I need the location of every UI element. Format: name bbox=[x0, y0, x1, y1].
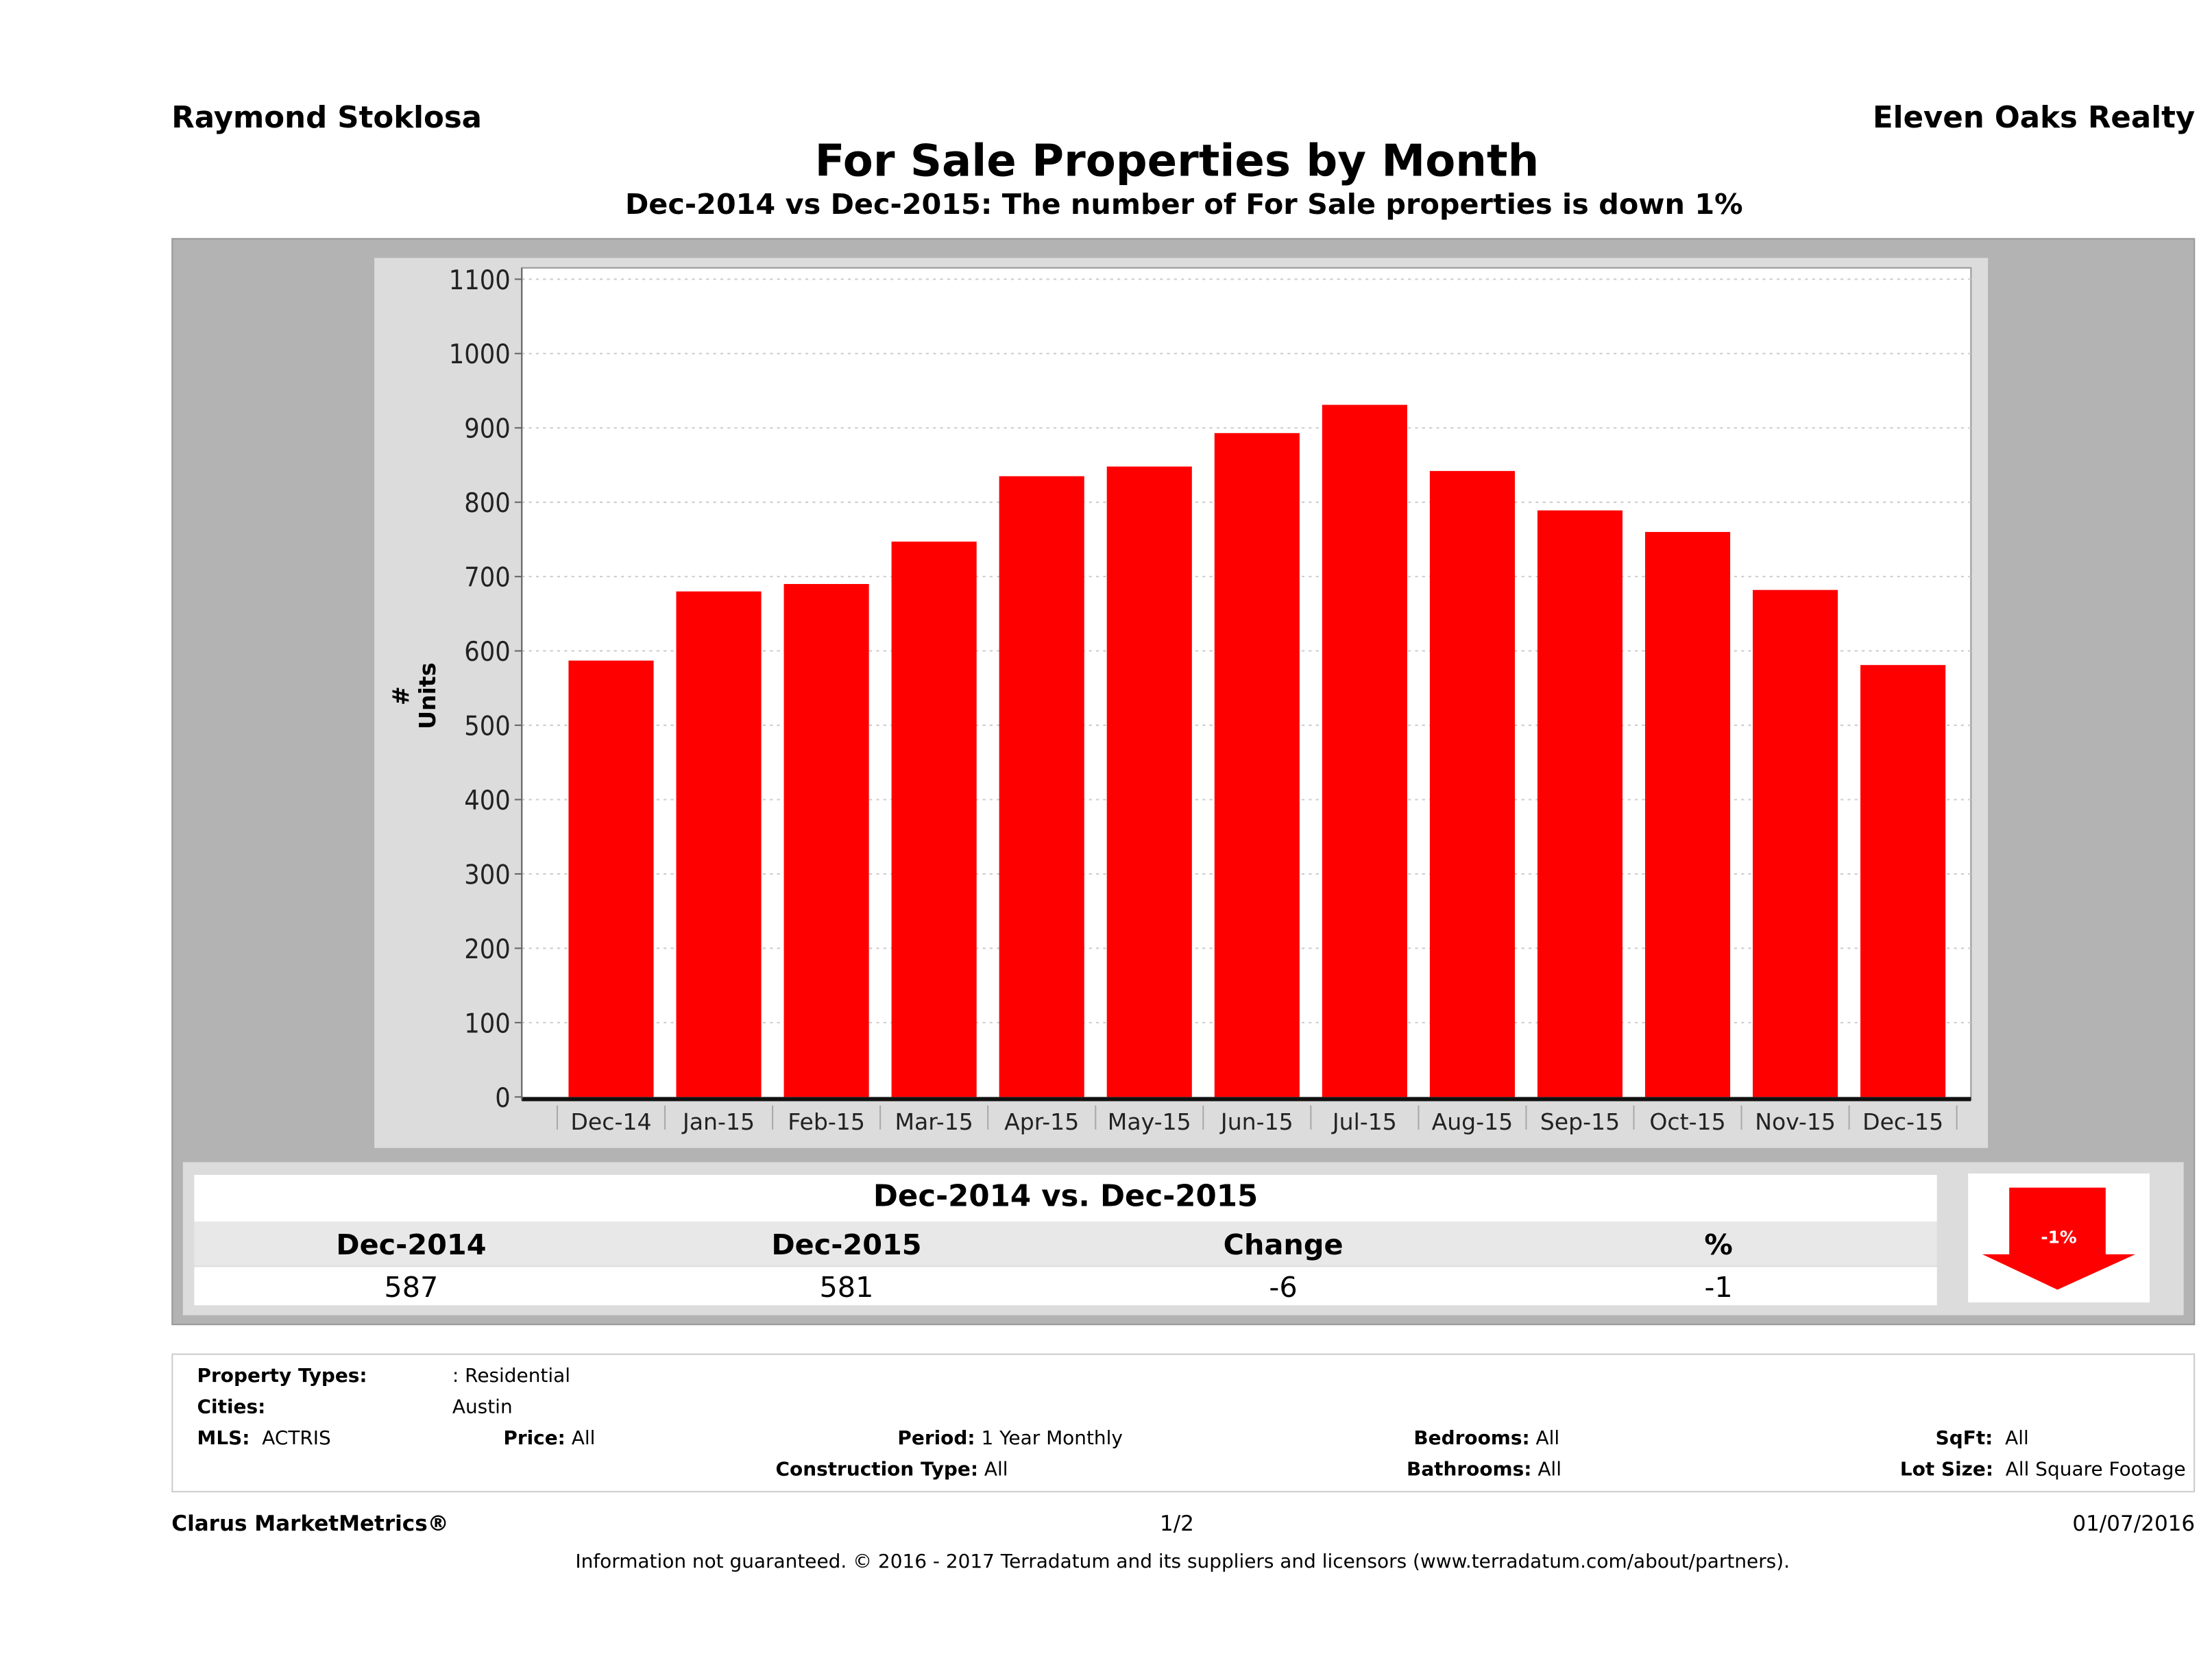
y-tick-label: 0 bbox=[495, 1083, 510, 1114]
header-percent: % bbox=[1704, 1227, 1733, 1262]
bar-Mar-15 bbox=[891, 542, 977, 1097]
cities-value: Austin bbox=[452, 1396, 513, 1419]
y-tick-label: 100 bbox=[464, 1008, 510, 1039]
bar-Nov-15 bbox=[1753, 589, 1838, 1097]
bar-Oct-15 bbox=[1644, 532, 1731, 1097]
value-dec-2014: 587 bbox=[384, 1269, 439, 1304]
x-tick-label: May-15 bbox=[1108, 1108, 1191, 1135]
y-tick-label: 900 bbox=[464, 414, 510, 445]
report-date: 01/07/2016 bbox=[2072, 1511, 2196, 1537]
bar-Apr-15 bbox=[999, 476, 1084, 1097]
agent-name: Raymond Stoklosa bbox=[171, 100, 483, 135]
x-tick-label: Oct-15 bbox=[1649, 1108, 1725, 1135]
filter-lot-size: Lot Size: All Square Footage bbox=[1899, 1458, 2186, 1481]
bar-May-15 bbox=[1106, 466, 1192, 1097]
summary-title: Dec-2014 vs. Dec-2015 bbox=[873, 1179, 1259, 1213]
filter-cities: Cities: bbox=[197, 1396, 266, 1419]
brand: Clarus MarketMetrics® bbox=[171, 1511, 449, 1537]
summary-value-row bbox=[194, 1267, 1937, 1306]
filter-construction: Construction Type: All bbox=[775, 1458, 1008, 1481]
page-number: 1/2 bbox=[1159, 1511, 1194, 1537]
filter-bathrooms: Bathrooms: All bbox=[1407, 1458, 1561, 1481]
change-badge: -1% bbox=[1968, 1173, 2150, 1303]
chart-subtitle: Dec-2014 vs Dec-2015: The number of For … bbox=[624, 186, 1743, 221]
x-tick-label: Mar-15 bbox=[895, 1108, 973, 1135]
x-tick-label: Dec-15 bbox=[1862, 1108, 1943, 1135]
x-tick-label: Apr-15 bbox=[1004, 1108, 1079, 1135]
down-arrow-icon bbox=[1982, 1187, 2136, 1290]
header-change: Change bbox=[1223, 1227, 1344, 1262]
y-tick-label: 400 bbox=[464, 786, 510, 816]
y-tick-label: 200 bbox=[464, 934, 510, 965]
x-tick-label: Aug-15 bbox=[1432, 1108, 1514, 1135]
value-change: -6 bbox=[1269, 1269, 1298, 1304]
x-tick-label: Nov-15 bbox=[1755, 1108, 1836, 1135]
x-tick-label: Jan-15 bbox=[681, 1108, 755, 1135]
filter-price: Price: All bbox=[503, 1427, 596, 1450]
x-tick-label: Feb-15 bbox=[788, 1108, 865, 1135]
filters-box bbox=[171, 1353, 2196, 1493]
filter-bedrooms: Bedrooms: All bbox=[1413, 1427, 1560, 1450]
x-tick-label: Jun-15 bbox=[1219, 1108, 1293, 1135]
filter-period: Period: 1 Year Monthly bbox=[897, 1427, 1123, 1450]
bar-Dec-14 bbox=[568, 660, 654, 1097]
property-types-value: : Residential bbox=[452, 1365, 570, 1388]
chart-title: For Sale Properties by Month bbox=[814, 136, 1540, 187]
y-tick-label: 1000 bbox=[449, 339, 511, 370]
bar-Aug-15 bbox=[1429, 471, 1515, 1097]
x-tick-label: Dec-14 bbox=[570, 1108, 651, 1135]
bar-Dec-15 bbox=[1860, 665, 1946, 1097]
y-tick-label: 800 bbox=[464, 488, 510, 519]
x-tick-label: Jul-15 bbox=[1331, 1108, 1397, 1135]
header-dec-2014: Dec-2014 bbox=[336, 1227, 487, 1262]
filter-property-types: Property Types: bbox=[197, 1365, 367, 1388]
bar-Jul-15 bbox=[1322, 404, 1407, 1097]
y-axis-label: # Units bbox=[387, 662, 441, 729]
y-tick-label: 1100 bbox=[449, 265, 511, 296]
y-tick-label: 700 bbox=[464, 563, 510, 594]
disclaimer: Information not guaranteed. © 2016 - 201… bbox=[575, 1550, 1790, 1574]
bar-Jun-15 bbox=[1214, 433, 1300, 1097]
summary-header-row bbox=[194, 1221, 1937, 1266]
header-dec-2015: Dec-2015 bbox=[771, 1227, 922, 1262]
y-tick-label: 500 bbox=[464, 712, 510, 742]
value-dec-2015: 581 bbox=[819, 1269, 874, 1304]
x-tick-label: Sep-15 bbox=[1540, 1108, 1620, 1135]
bar-Sep-15 bbox=[1537, 510, 1623, 1097]
bar-Feb-15 bbox=[783, 583, 869, 1097]
y-tick-label: 600 bbox=[464, 637, 510, 668]
bar-Jan-15 bbox=[676, 591, 762, 1097]
y-tick-label: 300 bbox=[464, 860, 510, 890]
brokerage-name: Eleven Oaks Realty bbox=[1873, 100, 2196, 135]
summary-title-row bbox=[194, 1175, 1937, 1222]
badge-label: -1% bbox=[2041, 1227, 2077, 1248]
value-percent: -1 bbox=[1704, 1269, 1733, 1304]
filter-sqft: SqFt: All bbox=[1935, 1427, 2029, 1450]
filter-mls: MLS: ACTRIS bbox=[197, 1427, 331, 1450]
